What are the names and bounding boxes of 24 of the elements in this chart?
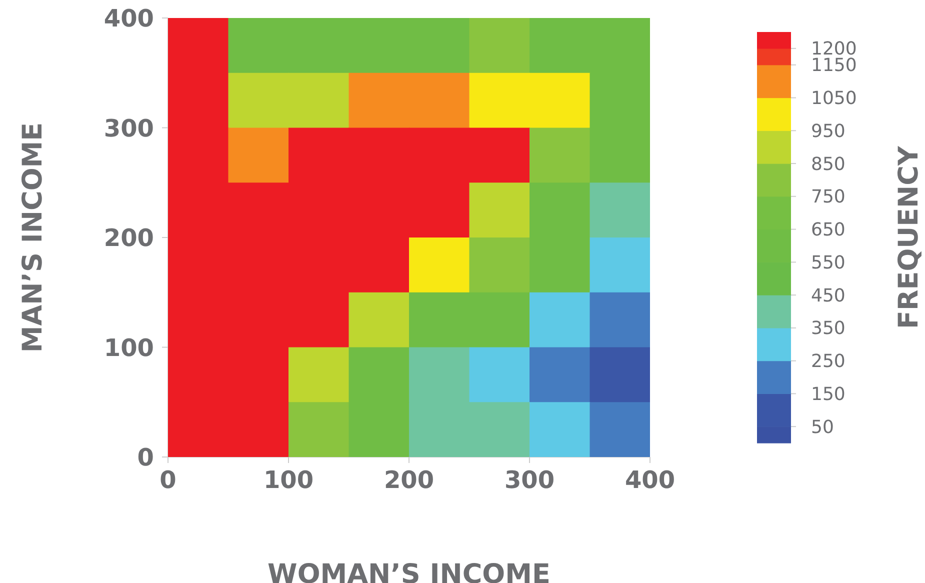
color-bar-label: 850 bbox=[811, 154, 846, 175]
x-tick-label: 300 bbox=[504, 466, 555, 494]
color-bar-label: 250 bbox=[811, 351, 846, 372]
x-tick-label: 0 bbox=[160, 466, 176, 494]
color-bar-label: 750 bbox=[811, 186, 846, 208]
y-tick-label: 100 bbox=[104, 334, 154, 362]
x-tick-label: 100 bbox=[263, 466, 314, 494]
color-bar-label: 1050 bbox=[811, 88, 857, 110]
y-tick-label: 400 bbox=[104, 4, 154, 33]
y-tick-label: 0 bbox=[137, 444, 154, 472]
y-tick-label: 200 bbox=[104, 224, 154, 252]
y-tick-label: 300 bbox=[104, 114, 154, 142]
x-tick-label: 200 bbox=[384, 466, 434, 494]
color-bar-label: 50 bbox=[811, 416, 834, 438]
y-axis-title: MAN’S INCOME bbox=[18, 122, 49, 353]
color-bar-label: 1150 bbox=[811, 55, 857, 76]
color-bar-label: 350 bbox=[811, 318, 846, 340]
color-bar-label: 550 bbox=[811, 252, 846, 274]
color-bar-label: 450 bbox=[811, 285, 846, 306]
color-bar-title: FREQUENCY bbox=[893, 146, 924, 329]
x-tick-label: 400 bbox=[624, 466, 676, 494]
color-bar-label: 650 bbox=[811, 220, 846, 241]
color-bar-label: 150 bbox=[811, 384, 846, 405]
color-bar-label: 950 bbox=[811, 120, 846, 142]
